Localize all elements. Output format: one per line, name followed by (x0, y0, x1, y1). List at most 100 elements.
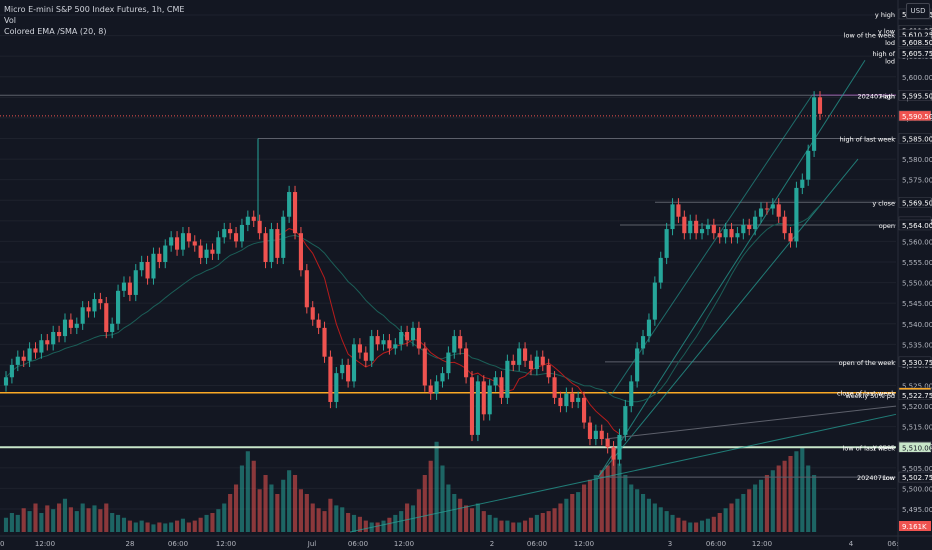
price-tag-label: 5,569.50 (902, 199, 932, 207)
symbol-title[interactable]: Micro E-mini S&P 500 Index Futures, 1h, … (4, 5, 185, 14)
volume-bar (133, 522, 138, 532)
volume-bar (670, 514, 675, 532)
volume-bar (688, 522, 693, 532)
candle-body (104, 303, 109, 332)
candle-body (304, 270, 309, 308)
candle-body (576, 397, 581, 402)
time-tick-label: 4 (849, 540, 854, 548)
level-label: y open (873, 443, 895, 451)
candle-body (629, 381, 634, 407)
volume-bar (15, 514, 20, 532)
volume-bar (351, 514, 357, 532)
volume-bar (599, 470, 604, 532)
price-tick-label: 5,540.00 (902, 321, 932, 329)
volume-bar (98, 509, 103, 532)
candle-body (80, 307, 85, 324)
candle-body (198, 245, 203, 258)
volume-bar (758, 479, 764, 532)
candlesticks (3, 91, 823, 466)
volume-tag (899, 521, 931, 531)
price-tick-label: 5,575.00 (902, 177, 932, 185)
volume-bar (263, 475, 268, 532)
volume-bar (251, 460, 256, 532)
level-label: y close (872, 199, 895, 207)
volume-bar (139, 520, 144, 532)
candle-body (169, 237, 174, 246)
volume-bar (33, 503, 38, 532)
volume-bars (3, 441, 817, 532)
volume-indicator-label[interactable]: Vol (4, 16, 16, 25)
candle-body (405, 331, 410, 341)
candle-body (51, 331, 56, 345)
candle-body (263, 233, 268, 262)
price-tick-label: 5,550.00 (902, 280, 932, 288)
volume-bar (86, 508, 91, 532)
candle-body (581, 397, 587, 423)
candle-body (534, 356, 539, 370)
level-label: weekly 50% pd (845, 392, 895, 400)
volume-bar (770, 470, 775, 532)
volume-bar (239, 465, 245, 532)
candle-body (564, 393, 569, 407)
candle-body (764, 208, 769, 210)
candle-body (593, 430, 598, 440)
price-axis[interactable]: 5,495.00 5,500.00 5,505.00 5,510.00 5,515.00… (897, 0, 932, 550)
volume-bar (652, 503, 657, 532)
level-label: lod (885, 39, 895, 47)
candle-body (794, 187, 799, 242)
trend-line (349, 413, 897, 533)
candle-body (505, 360, 510, 398)
volume-bar (511, 522, 516, 532)
candle-body (39, 340, 44, 353)
candle-body (186, 233, 191, 242)
volume-bar (281, 479, 286, 532)
volume-bar (51, 509, 56, 532)
candle-body (646, 319, 652, 337)
candle-body (310, 307, 315, 320)
candle-body (228, 229, 233, 234)
candle-body (440, 373, 445, 382)
price-tag (898, 133, 932, 144)
volume-bar (216, 509, 221, 532)
volume-bar (416, 489, 421, 532)
candle-body (204, 249, 209, 258)
volume-bar (664, 511, 669, 532)
candle-body (74, 323, 79, 328)
candle-body (753, 216, 758, 230)
volume-bar (676, 517, 681, 532)
volume-bar (121, 517, 127, 532)
candle-body (210, 249, 215, 254)
volume-bar (487, 514, 492, 532)
time-axis[interactable]: 00 12:00 28 06:00 12:00 Jul 06:00 12:00 2 06:00 12… (0, 535, 932, 548)
volume-bar (735, 498, 740, 532)
volume-bar (481, 511, 486, 532)
volume-bar (705, 518, 710, 532)
level-label: low of the week (844, 32, 896, 40)
volume-bar (204, 514, 209, 532)
candle-body (528, 360, 534, 370)
volume-bar (310, 503, 315, 532)
candle-body (806, 150, 811, 180)
volume-bar (334, 505, 339, 532)
volume-bar (528, 517, 534, 532)
price-tag (898, 47, 932, 59)
candle-body (511, 360, 516, 365)
price-tick-label: 5,545.00 (902, 300, 932, 308)
candle-body (587, 422, 593, 440)
ema-sma-indicator-label[interactable]: Colored EMA /SMA (20, 8) (4, 27, 107, 36)
currency-button[interactable]: USD (906, 3, 930, 19)
candle-body (92, 299, 97, 312)
candle-body (623, 406, 628, 435)
price-tick-label: 5,555.00 (902, 259, 932, 267)
time-tick-label: 06:00 (527, 540, 547, 548)
candle-body (21, 356, 26, 361)
candle-body (9, 364, 14, 378)
volume-bar (399, 511, 404, 532)
volume-bar (340, 507, 345, 532)
volume-bar (623, 475, 628, 532)
volume-bar (328, 498, 333, 532)
price-tag (898, 90, 932, 101)
candle-body (782, 216, 787, 234)
